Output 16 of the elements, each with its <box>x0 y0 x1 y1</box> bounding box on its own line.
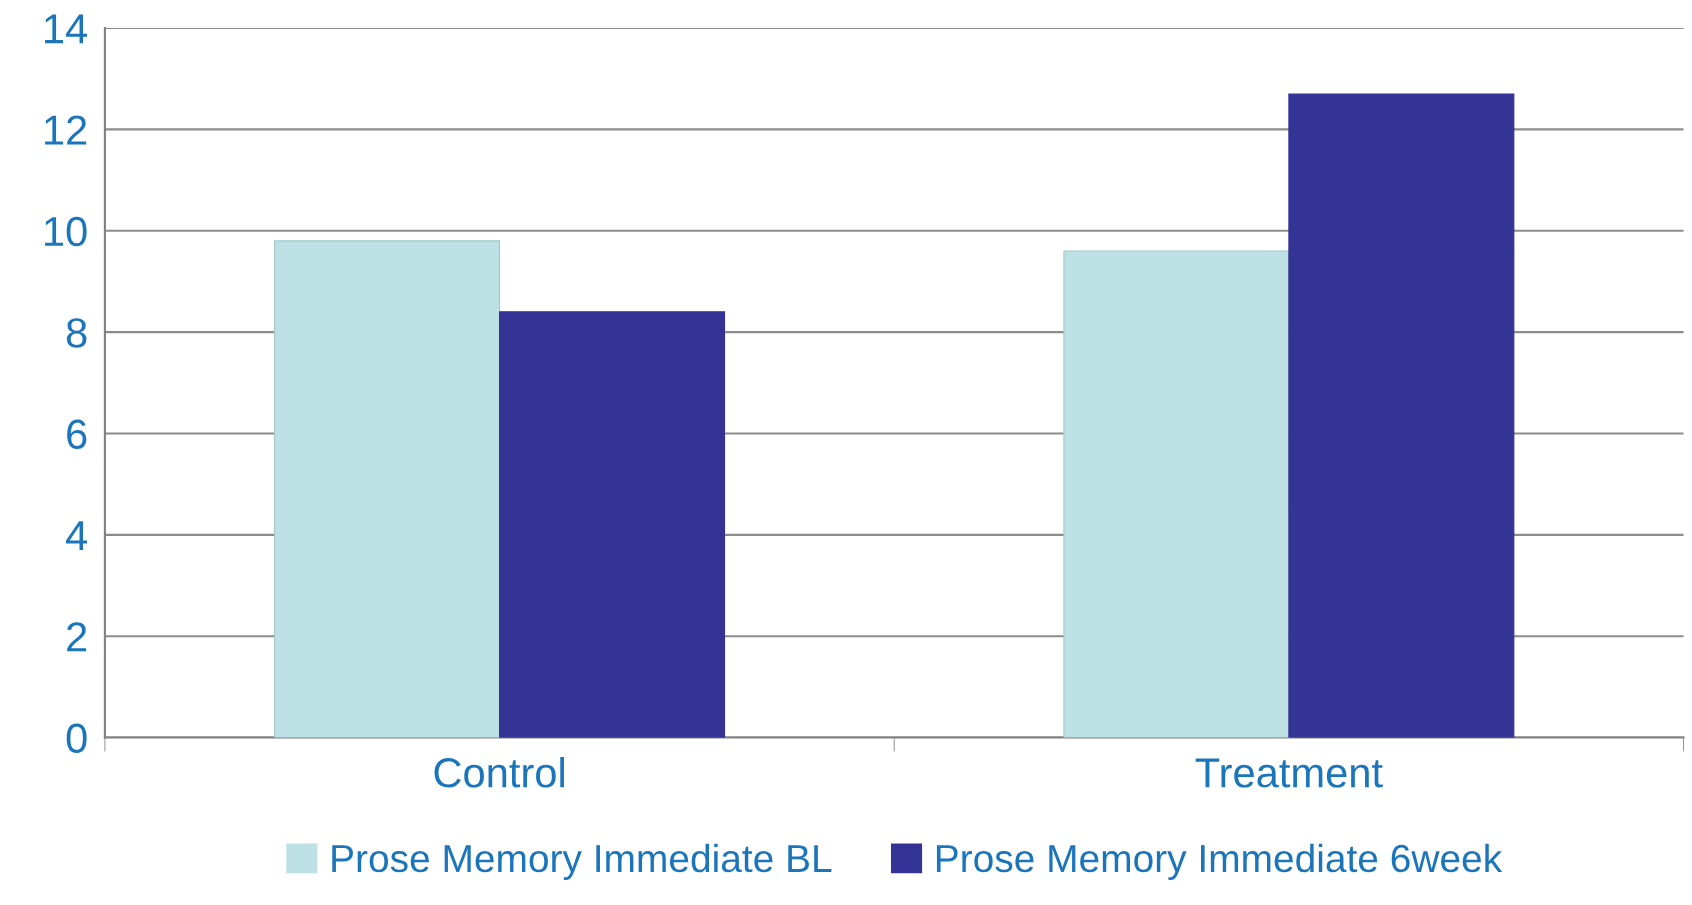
legend-label: Prose Memory Immediate BL <box>332 843 832 880</box>
x-tick-label: Control <box>434 757 564 788</box>
x-tick-label: Treatment <box>1195 758 1383 788</box>
y-tick-label: 12 <box>45 115 87 145</box>
y-tick-label: 8 <box>66 318 87 348</box>
legend-label: Prose Memory Immediate 6week <box>936 843 1503 880</box>
y-tick-label: 2 <box>67 622 87 652</box>
y-tick-label: 4 <box>66 521 88 550</box>
bar <box>1288 93 1515 738</box>
bar <box>499 311 726 738</box>
y-tick-label: 10 <box>45 216 87 247</box>
bar <box>274 240 501 738</box>
y-tick-label: 14 <box>45 14 88 44</box>
y-tick-label: 0 <box>66 723 87 754</box>
bar <box>1063 250 1290 738</box>
y-tick-label: 6 <box>67 419 87 449</box>
